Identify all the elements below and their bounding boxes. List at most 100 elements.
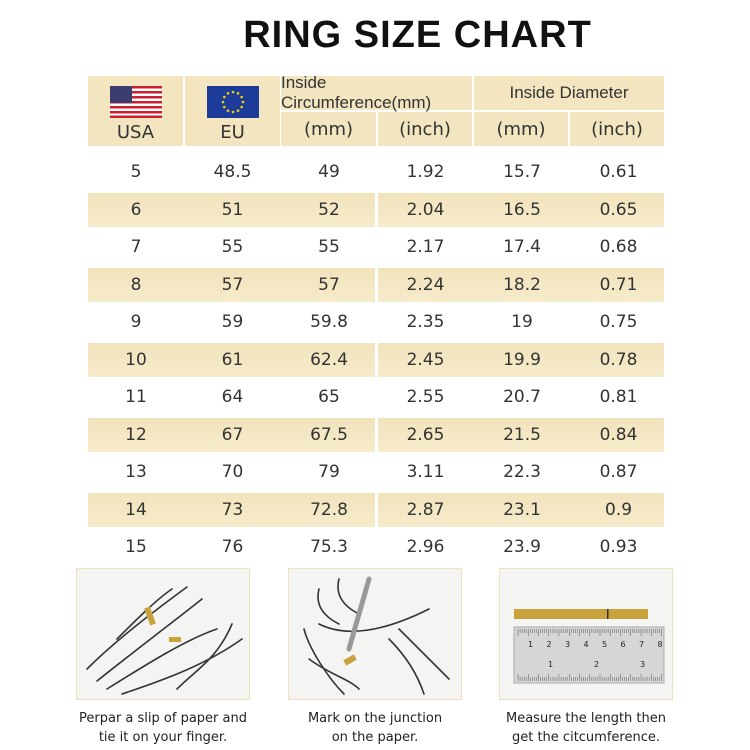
step-2-illustration — [288, 568, 462, 700]
table-row: 9 59 59.8 2.35 19 0.75 — [88, 305, 664, 339]
eu-flag-icon — [206, 85, 259, 118]
ruler-tick-label: 1 — [548, 660, 553, 669]
table-row: 14 73 72.8 2.87 23.1 0.9 — [88, 492, 664, 527]
table-cell: 52 — [318, 199, 340, 220]
ruler-tick-label: 3 — [565, 640, 570, 649]
table-cell: 2.04 — [406, 199, 445, 220]
table-cell: 23.1 — [503, 499, 541, 520]
ruler-tick-label: 8 — [658, 640, 663, 649]
table-cell: 0.71 — [599, 274, 638, 295]
table-cell: 0.68 — [599, 237, 638, 257]
row-band — [88, 342, 375, 377]
header-circ-mm: (mm) — [281, 112, 376, 146]
star-icon — [236, 108, 239, 112]
table-cell: 0.9 — [604, 499, 633, 520]
table-cell: 49 — [318, 162, 340, 182]
ruler-tick-label: 1 — [528, 640, 533, 649]
table-cell: 14 — [125, 499, 147, 520]
table-cell: 0.78 — [599, 349, 638, 370]
star-icon — [239, 105, 243, 108]
header-circ-inch: (inch) — [378, 112, 472, 146]
table-cell: 11 — [125, 387, 147, 407]
row-band — [378, 492, 664, 527]
table-cell: 0.87 — [599, 462, 638, 482]
table-cell: 6 — [130, 199, 142, 220]
table-cell: 2.96 — [406, 537, 445, 557]
table-cell: 22.3 — [503, 462, 541, 482]
table-row: 10 61 62.4 2.45 19.9 0.78 — [88, 342, 664, 377]
table-cell: 67 — [221, 424, 244, 445]
table-cell: 51 — [221, 199, 244, 220]
table-cell: 12 — [125, 424, 147, 445]
table-cell: 5 — [130, 162, 142, 182]
table-cell: 1.92 — [406, 162, 445, 182]
table-cell: 2.17 — [406, 237, 445, 257]
table-cell: 2.35 — [406, 312, 445, 332]
table-cell: 9 — [130, 312, 142, 332]
header-circumference: Inside Circumference(mm) — [281, 73, 472, 112]
ruler-tick-label: 6 — [621, 640, 626, 649]
star-icon — [231, 90, 234, 93]
table-cell: 0.93 — [599, 537, 638, 557]
table-cell: 2.45 — [406, 349, 445, 370]
row-band — [88, 267, 375, 302]
header-eu: EU — [185, 76, 280, 146]
star-icon — [231, 110, 234, 113]
table-row: 8 57 57 2.24 18.2 0.71 — [88, 267, 664, 302]
step-3-caption: Measure the length then get the citcumfer… — [486, 709, 686, 747]
star-icon — [222, 95, 226, 98]
table-cell: 16.5 — [503, 199, 541, 220]
table-cell: 61 — [221, 349, 244, 370]
table-row: 13 70 79 3.11 22.3 0.87 — [88, 455, 664, 489]
star-icon — [222, 105, 226, 108]
table-cell: 65 — [318, 387, 340, 407]
table-row: 6 51 52 2.04 16.5 0.65 — [88, 192, 664, 227]
header-diam-inch: (inch) — [570, 112, 664, 146]
table-cell: 79 — [318, 462, 340, 482]
table-cell: 76 — [221, 537, 244, 557]
table-cell: 20.7 — [503, 387, 541, 407]
table-cell: 2.24 — [406, 274, 445, 295]
ruler-tick-label: 3 — [640, 660, 645, 669]
header-diameter: Inside Diameter — [474, 76, 664, 110]
table-cell: 19.9 — [503, 349, 541, 370]
page-title: RING SIZE CHART — [243, 14, 592, 56]
table-row: 15 76 75.3 2.96 23.9 0.93 — [88, 530, 664, 564]
us-flag-icon — [109, 85, 162, 118]
table-cell: 10 — [125, 349, 147, 370]
table-cell: 0.65 — [599, 199, 638, 220]
table-cell: 8 — [130, 274, 142, 295]
table-cell: 2.87 — [406, 499, 445, 520]
row-band — [88, 192, 375, 227]
step-1-caption: Perpar a slip of paper and tie it on your… — [63, 709, 263, 747]
star-icon — [241, 100, 244, 103]
ruler-tick-label: 4 — [584, 640, 589, 649]
ruler-tick-label: 2 — [594, 660, 599, 669]
step-1-line1: Perpar a slip of paper and — [79, 711, 247, 726]
row-band — [378, 342, 664, 377]
table-cell: 18.2 — [503, 274, 541, 295]
step-2-line2: on the paper. — [331, 730, 419, 745]
step-3-illustration: 1 2 3 4 5 6 7 8 1 2 3 — [499, 568, 673, 700]
table-cell: 7 — [130, 237, 142, 257]
table-row: 7 55 55 2.17 17.4 0.68 — [88, 230, 664, 264]
row-band — [378, 267, 664, 302]
star-icon — [236, 91, 239, 95]
step-3-line1: Measure the length then — [506, 711, 666, 726]
table-cell: 0.75 — [599, 312, 638, 332]
table-cell: 70 — [221, 462, 244, 482]
step-3-line2: get the citcumference. — [511, 730, 660, 745]
row-band — [88, 492, 375, 527]
table-cell: 55 — [221, 237, 244, 257]
star-icon — [226, 91, 229, 95]
table-cell: 0.61 — [599, 162, 638, 182]
table-cell: 13 — [125, 462, 147, 482]
table-cell: 15.7 — [503, 162, 541, 182]
row-band — [378, 417, 664, 452]
star-icon — [221, 100, 224, 103]
table-row: 5 48.5 49 1.92 15.7 0.61 — [88, 155, 664, 189]
star-icon — [226, 108, 229, 112]
table-cell: 75.3 — [310, 537, 348, 557]
header-diam-mm: (mm) — [474, 112, 568, 146]
ruler-tick-label: 5 — [602, 640, 607, 649]
